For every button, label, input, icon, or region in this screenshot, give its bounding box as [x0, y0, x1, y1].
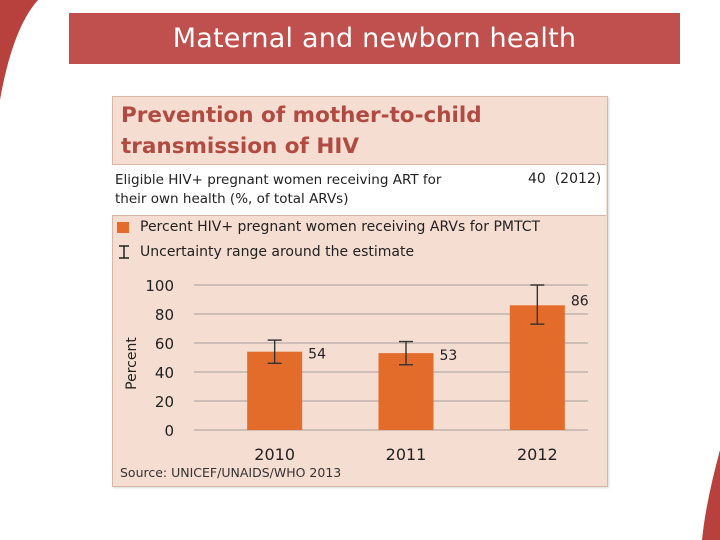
legend-bar-label: Percent HIV+ pregnant women receiving AR…: [140, 219, 541, 235]
y-tick-label-80: 80: [155, 306, 174, 324]
corner-decoration-top-left: [0, 0, 38, 100]
y-tick-label-20: 20: [155, 393, 174, 411]
panel-title-line-1: Prevention of mother-to-child: [121, 103, 482, 128]
bar-2010: [247, 351, 303, 430]
bar-chart: 100 80 60 40 20 0 Percent 54 2010 53 2011 86 2012: [124, 277, 589, 464]
bar-2011: [378, 353, 434, 430]
legend-range-label: Uncertainty range around the estimate: [140, 244, 415, 260]
source-note: Source: UNICEF/UNAIDS/WHO 2013: [120, 465, 342, 480]
slide-title-bar: Maternal and newborn health: [69, 13, 680, 64]
bar-2012: [509, 305, 565, 430]
info-box: [112, 164, 606, 216]
legend-bar-swatch: [117, 222, 129, 233]
x-tick-label-2011: 2011: [386, 445, 427, 464]
y-tick-label-60: 60: [155, 335, 174, 353]
data-label-2012: 86: [571, 293, 589, 309]
y-tick-label-100: 100: [145, 277, 174, 295]
panel-title: Prevention of mother-to-child transmissi…: [121, 100, 591, 162]
legend-error-bar-icon: [119, 245, 129, 259]
corner-decoration-bottom-right: [702, 450, 720, 540]
data-label-2011: 53: [440, 348, 458, 364]
panel-title-line-2: transmission of HIV: [121, 134, 360, 159]
data-label-2010: 54: [308, 347, 326, 363]
info-label: Eligible HIV+ pregnant women receiving A…: [115, 172, 442, 207]
y-tick-label-40: 40: [155, 364, 174, 382]
y-tick-label-0: 0: [164, 422, 174, 440]
y-axis-label: Percent: [124, 337, 140, 390]
slide-title: Maternal and newborn health: [172, 23, 577, 54]
x-tick-label-2010: 2010: [254, 445, 295, 464]
x-tick-label-2012: 2012: [517, 445, 558, 464]
info-value: 40 (2012): [528, 171, 602, 187]
